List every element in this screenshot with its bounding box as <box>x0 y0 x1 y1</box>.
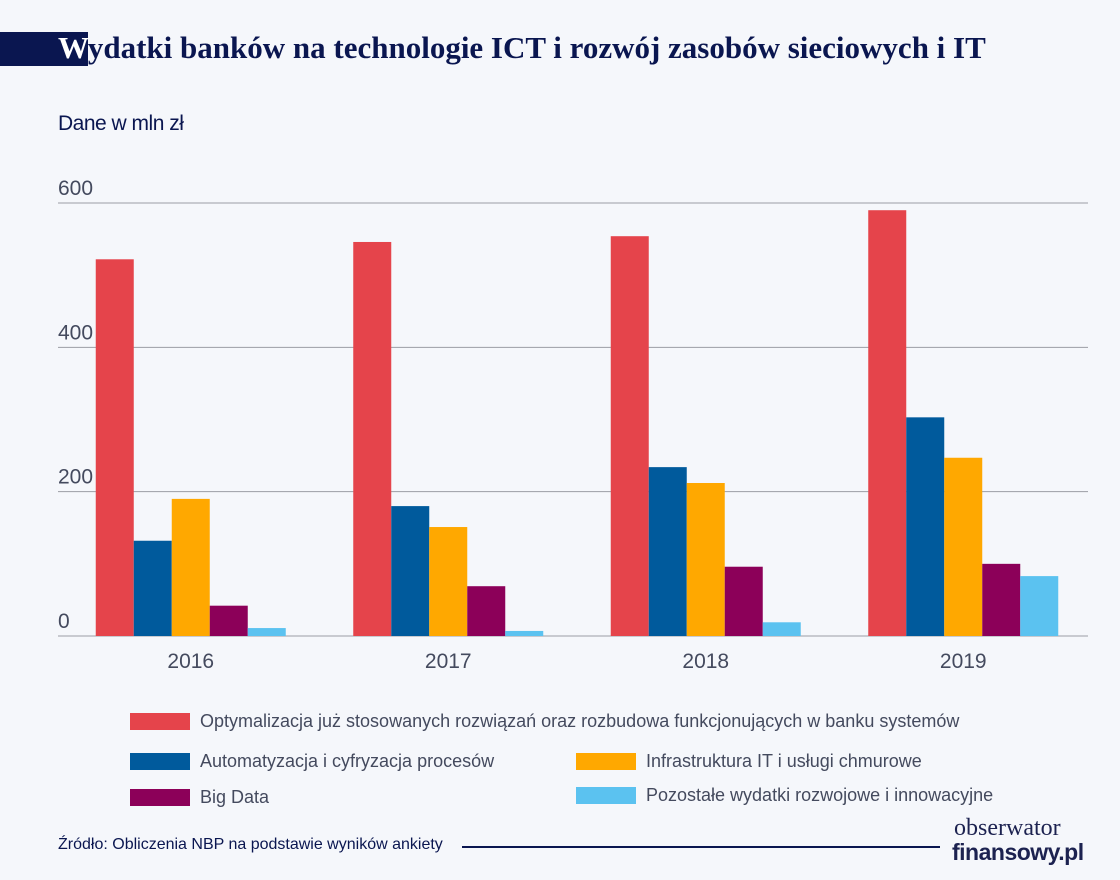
y-tick-label: 400 <box>58 321 93 344</box>
bar <box>429 527 468 636</box>
y-tick-label: 600 <box>58 177 93 200</box>
legend-item: Infrastruktura IT i usługi chmurowe <box>576 751 922 772</box>
legend-item: Automatyzacja i cyfryzacja procesów <box>130 751 494 772</box>
bar <box>648 467 687 636</box>
bar <box>906 417 945 636</box>
y-tick-label: 0 <box>58 610 70 633</box>
bar <box>209 605 248 636</box>
x-tick-label: 2018 <box>682 650 729 673</box>
bar <box>762 622 801 636</box>
bar <box>724 566 763 636</box>
bar <box>171 498 210 636</box>
bar <box>944 457 983 636</box>
bar <box>133 540 172 636</box>
logo: obserwator finansowy.pl <box>952 815 1084 865</box>
unit-label: Dane w mln zł <box>58 112 184 135</box>
legend-item: Pozostałe wydatki rozwojowe i innowacyjn… <box>576 785 993 806</box>
bar <box>353 241 392 636</box>
bar <box>505 630 544 636</box>
bar <box>610 236 649 637</box>
title-accent-block <box>0 32 88 66</box>
bar <box>247 628 286 636</box>
bar <box>868 210 907 636</box>
source-note: Źródło: Obliczenia NBP na podstawie wyni… <box>58 836 443 853</box>
chart-title: Wydatki banków na technologie ICT i rozw… <box>58 30 986 65</box>
bar <box>391 506 430 636</box>
divider <box>462 846 940 848</box>
legend-swatch <box>576 787 636 804</box>
x-tick-label: 2017 <box>425 650 472 673</box>
legend-swatch <box>130 753 190 770</box>
y-tick-label: 200 <box>58 466 93 489</box>
legend-item: Big Data <box>130 787 269 808</box>
bar <box>1020 576 1059 636</box>
legend-swatch <box>130 789 190 806</box>
x-tick-label: 2016 <box>167 650 214 673</box>
x-tick-label: 2019 <box>940 650 987 673</box>
legend-swatch <box>576 753 636 770</box>
bar <box>686 483 725 636</box>
bar <box>982 563 1021 636</box>
bar <box>95 259 134 636</box>
bar-chart: 0 200 400 600 2016 2017 2018 2019 <box>58 177 1088 673</box>
bar <box>467 586 506 636</box>
legend-item: Optymalizacja już stosowanych rozwiązań … <box>130 711 959 732</box>
legend-swatch <box>130 713 190 730</box>
